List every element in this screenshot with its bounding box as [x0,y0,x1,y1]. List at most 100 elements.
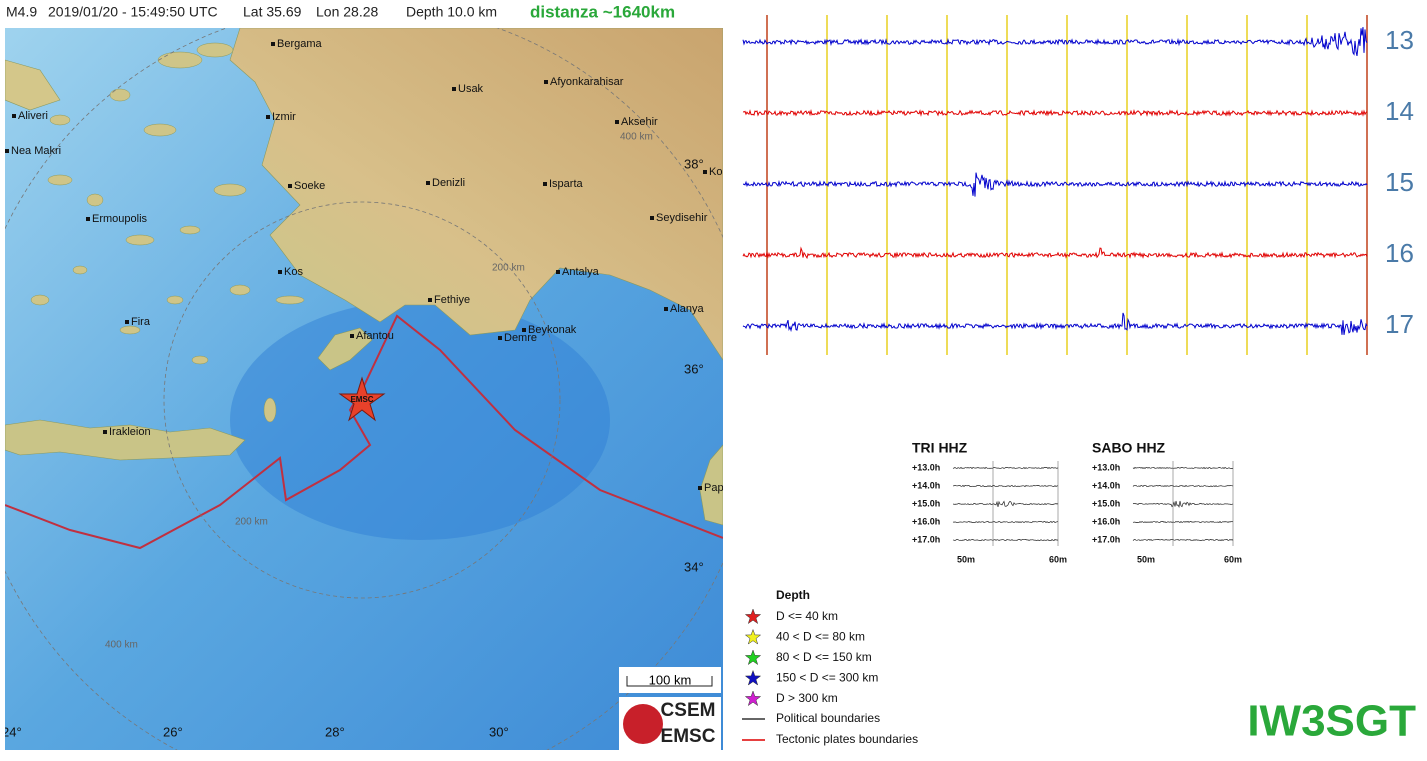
epicenter-star [338,376,386,422]
city-label: Afantou [356,330,394,342]
city-marker [426,181,430,185]
legend-label: D <= 40 km [776,609,838,623]
city-label: Fethiye [434,294,470,306]
city-label: Pap [704,482,724,494]
ring-label: 400 km [105,640,138,651]
depth: Depth 10.0 km [406,4,497,20]
row-label: +14.0h [1092,480,1120,490]
city-marker [556,270,560,274]
city-label: Kos [284,266,303,278]
distance: distanza ~1640km [530,2,675,21]
ring-labels: 400 km 200 km 200 km 400 km [105,132,653,651]
row-label: +16.0h [912,516,940,526]
city-label: Kon [709,166,729,178]
mini-trace [953,500,1059,507]
longitude: Lon 28.28 [316,4,378,20]
city-label: Isparta [549,178,584,190]
city-marker [698,486,702,490]
city-marker [350,334,354,338]
city-label: Usak [458,83,484,95]
row-label: +17.0h [1092,534,1120,544]
legend-star [744,669,762,686]
magnitude: M4.9 [6,4,37,20]
legend-star [744,690,762,707]
legend-label: 40 < D <= 80 km [776,630,865,644]
city-marker [86,217,90,221]
mini-trace [1132,466,1234,470]
hour-label: 17 [1385,309,1414,339]
city-label: Antalya [562,266,600,278]
mini-trace [1132,500,1234,509]
legend: Depth D <= 40 km 40 < D <= 80 km 80 < D <=… [742,588,918,746]
city-label: Aksehir [621,116,658,128]
city-label: Irakleion [109,426,151,438]
mini-trace [952,520,1059,524]
mini-trace [1132,538,1234,542]
epicenter-label: EMSC [350,395,373,404]
island [275,295,305,305]
city-label: Demre [504,332,537,344]
seismogram-trace [742,108,1368,117]
anatolia [229,28,723,361]
row-label: +17.0h [912,534,940,544]
ring-label: 200 km [492,263,525,274]
islands [30,42,305,423]
row-label: +14.0h [912,480,940,490]
city-marker [266,115,270,119]
longitude-label: 26° [163,724,183,739]
legend-label: D > 300 km [776,691,838,705]
island [109,88,131,102]
island [166,295,184,305]
ring-200 [163,201,561,599]
city-label: Seydisehir [656,212,708,224]
row-label: +15.0h [1092,498,1120,508]
cyprus [699,444,723,526]
x-label: 60m [1224,554,1242,564]
ring-label: 200 km [235,517,268,528]
city-label: Fira [131,316,151,328]
station-panels: TRI HHZ +13.0h +14.0h +15.0h +16.0h +17.0h 50m… [912,440,1242,565]
hour-label: 13 [1385,25,1414,55]
logo-csem: CSEM [661,700,716,721]
station-name: TRI HHZ [912,440,968,456]
city-label: Aliveri [18,110,48,122]
city-marker [543,182,547,186]
longitude-label: 30° [489,724,509,739]
distance-rings [5,28,723,750]
row-label: +16.0h [1092,516,1120,526]
row-label: +15.0h [912,498,940,508]
x-label: 50m [957,554,975,564]
latitude: Lat 35.69 [243,4,302,20]
mini-trace [952,466,1059,470]
city-marker [428,298,432,302]
seismogram-trace [742,27,1368,57]
city-marker [650,216,654,220]
legend-title: Depth [776,588,810,602]
legend-label: Political boundaries [776,711,880,725]
island [119,325,141,335]
row-label: +13.0h [1092,462,1120,472]
hour-label: 16 [1385,238,1414,268]
island [47,174,73,186]
city-label: Alanya [670,303,705,315]
hour-label: 14 [1385,96,1414,126]
island [49,114,71,126]
city-marker [12,114,16,118]
city-label: Izmir [272,111,296,123]
island [213,183,247,197]
city-marker [522,328,526,332]
scale-label: 100 km [649,672,692,687]
x-label: 60m [1049,554,1067,564]
island [157,51,203,69]
deep-sea [230,300,610,540]
tectonic-boundary [5,314,723,550]
legend-star [744,608,762,625]
seismogram-trace [742,246,1368,260]
island [125,234,155,246]
island [30,294,50,306]
island [229,284,251,296]
island [196,42,234,58]
city-label: Nea Makri [11,145,61,157]
euboea [5,59,61,111]
map: Bergama Aliveri Izmir Usak Afyonkarahisar Aks… [5,28,729,750]
